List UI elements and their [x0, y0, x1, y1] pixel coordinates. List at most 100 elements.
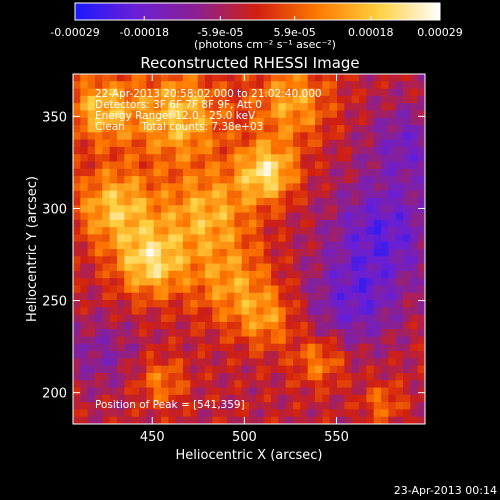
heatmap-cell — [417, 168, 425, 177]
heatmap-cell — [183, 183, 191, 192]
heatmap-cell — [395, 372, 404, 381]
heatmap-cell — [183, 139, 191, 148]
heatmap-cell — [124, 110, 133, 119]
heatmap-cell — [241, 416, 250, 424]
heatmap-cell — [351, 139, 360, 148]
heatmap-cell — [205, 227, 213, 236]
heatmap-cell — [212, 343, 221, 352]
heatmap-cell — [117, 387, 125, 396]
heatmap-cell — [388, 95, 397, 104]
heatmap-cell — [307, 343, 316, 352]
heatmap-cell — [366, 372, 375, 381]
heatmap-cell — [190, 197, 199, 206]
heatmap-cell — [212, 329, 221, 338]
heatmap-cell — [117, 307, 125, 316]
heatmap-cell — [322, 234, 331, 243]
heatmap-cell — [249, 278, 257, 287]
heatmap-cell — [403, 227, 411, 236]
heatmap-cell — [109, 321, 118, 330]
heatmap-cell — [315, 154, 323, 163]
heatmap-cell — [190, 307, 199, 316]
heatmap-cell — [263, 416, 272, 424]
heatmap-cell — [329, 365, 338, 374]
heatmap-cell — [417, 365, 425, 374]
heatmap-cell — [175, 190, 184, 199]
heatmap-cell — [256, 125, 265, 133]
heatmap-cell — [329, 117, 338, 126]
heatmap-cell — [322, 321, 331, 330]
heatmap-cell — [241, 351, 250, 359]
heatmap-cell — [410, 256, 419, 265]
heatmap-cell — [205, 329, 213, 338]
heatmap-cell — [212, 212, 221, 221]
heatmap-cell — [131, 285, 140, 294]
heatmap-cell — [227, 256, 235, 265]
heatmap-cell — [234, 380, 243, 389]
heatmap-cell — [381, 285, 389, 294]
heatmap-cell — [219, 88, 228, 97]
heatmap-cell — [175, 292, 184, 301]
heatmap-cell — [109, 205, 118, 214]
heatmap-cell — [285, 205, 294, 214]
heatmap-cell — [241, 292, 250, 301]
heatmap-cell — [403, 132, 411, 141]
heatmap-cell — [300, 227, 309, 236]
heatmap-cell — [175, 88, 184, 97]
heatmap-cell — [388, 365, 397, 374]
heatmap-cell — [417, 95, 425, 104]
heatmap-cell — [219, 416, 228, 424]
heatmap-cell — [300, 336, 309, 345]
heatmap-cell — [403, 190, 411, 199]
heatmap-cell — [329, 219, 338, 228]
heatmap-cell — [322, 307, 331, 316]
heatmap-cell — [315, 183, 323, 192]
heatmap-cell — [241, 176, 250, 184]
heatmap-cell — [131, 278, 140, 287]
heatmap-cell — [417, 314, 425, 323]
heatmap-cell — [139, 249, 147, 257]
heatmap-cell — [285, 132, 294, 141]
heatmap-cell — [234, 125, 243, 133]
heatmap-cell — [190, 372, 199, 381]
heatmap-cell — [131, 300, 140, 308]
heatmap-cell — [381, 88, 389, 97]
heatmap-cell — [322, 416, 331, 424]
heatmap-cell — [95, 110, 103, 119]
heatmap-cell — [153, 212, 162, 221]
heatmap-cell — [256, 249, 265, 257]
heatmap-cell — [263, 146, 272, 155]
heatmap-cell — [183, 125, 191, 133]
heatmap-cell — [146, 358, 155, 367]
heatmap-cell — [241, 161, 250, 170]
heatmap-cell — [161, 168, 169, 177]
heatmap-cell — [102, 81, 111, 90]
heatmap-cell — [117, 183, 125, 192]
heatmap-cell — [109, 74, 118, 82]
heatmap-cell — [403, 285, 411, 294]
heatmap-cell — [366, 394, 375, 403]
heatmap-cell — [249, 387, 257, 396]
heatmap-cell — [117, 234, 125, 243]
heatmap-cell — [359, 278, 367, 287]
heatmap-cell — [329, 321, 338, 330]
heatmap-cell — [80, 205, 89, 214]
heatmap-cell — [219, 270, 228, 279]
heatmap-cell — [403, 197, 411, 206]
heatmap-cell — [381, 110, 389, 119]
heatmap-cell — [241, 285, 250, 294]
heatmap-cell — [307, 263, 316, 272]
heatmap-cell — [271, 256, 279, 265]
heatmap-cell — [161, 380, 169, 389]
heatmap-cell — [293, 103, 301, 112]
heatmap-cell — [337, 380, 345, 389]
heatmap-cell — [131, 95, 140, 104]
heatmap-cell — [102, 409, 111, 418]
heatmap-cell — [285, 227, 294, 236]
heatmap-cell — [87, 205, 96, 214]
heatmap-cell — [161, 132, 169, 141]
heatmap-cell — [300, 88, 309, 97]
heatmap-cell — [219, 219, 228, 228]
heatmap-cell — [366, 183, 375, 192]
heatmap-cell — [315, 161, 323, 170]
heatmap-cell — [241, 314, 250, 323]
